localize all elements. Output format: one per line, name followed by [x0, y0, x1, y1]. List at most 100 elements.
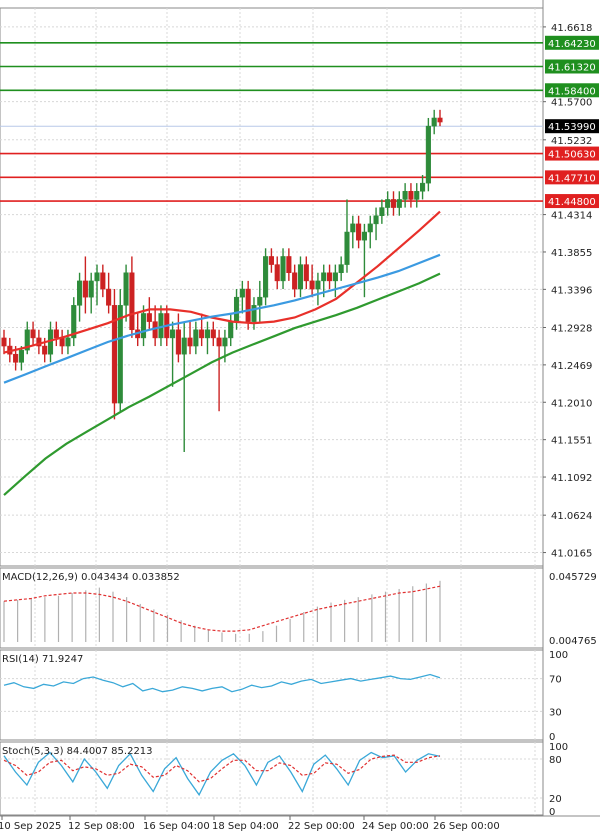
- candle-bear: [100, 272, 106, 290]
- candle-bear: [1, 337, 7, 347]
- macd-y-tick-label: 0.045729: [549, 572, 597, 583]
- resistance-level-label: 41.61320: [548, 62, 596, 73]
- candle-bear: [292, 272, 298, 290]
- y-tick-label: 41.1092: [551, 473, 592, 484]
- candle-bull: [373, 215, 379, 225]
- candle-bull: [251, 305, 257, 322]
- support-level-label: 41.47710: [548, 173, 596, 184]
- candle-bear: [111, 305, 118, 404]
- stoch-panel: 100 80 20 0 Stoch(5,3,3) 84.4007 85.2213: [0, 742, 568, 818]
- candle-bear: [42, 345, 48, 355]
- candle-bull: [222, 337, 228, 347]
- candle-bear: [36, 337, 42, 347]
- x-tick-label: 22 Sep 00:00: [288, 821, 355, 832]
- rsi-panel: 100 70 30 0 RSI(14) 71.9247: [0, 650, 568, 743]
- rsi-y-tick-label: 100: [549, 650, 568, 661]
- candle-bull: [367, 223, 373, 233]
- candle-bull: [361, 231, 367, 241]
- support-level-label: 41.50630: [548, 150, 596, 161]
- candle-bear: [106, 288, 112, 306]
- candle-bull: [233, 296, 240, 322]
- candle-bear: [437, 117, 443, 123]
- candle-bull: [181, 337, 187, 355]
- y-tick-label: 41.2469: [551, 361, 592, 372]
- support-level-label: 41.44800: [548, 197, 596, 208]
- candle-bull: [123, 272, 129, 306]
- moving-average-fast: [3, 210, 441, 354]
- candle-bear: [286, 256, 292, 273]
- x-tick-label: 10 Sep 2025: [0, 821, 61, 832]
- candle-bear: [199, 329, 205, 339]
- x-tick-label: 18 Sep 04:00: [212, 821, 279, 832]
- resistance-level-label-box: [545, 59, 599, 74]
- candle-bear: [30, 329, 36, 339]
- rsi-y-tick-label: 30: [549, 707, 562, 718]
- candle-bull: [280, 256, 286, 282]
- candle-bear: [210, 329, 216, 339]
- candle-bear: [356, 223, 362, 241]
- candle-bull: [338, 264, 344, 273]
- stoch-signal-line: [3, 754, 441, 783]
- candle-bull: [94, 272, 100, 282]
- candle-bear: [245, 288, 251, 322]
- resistance-level-label-box: [545, 83, 599, 98]
- candle-bear: [59, 337, 65, 347]
- candle-bull: [88, 280, 94, 298]
- y-tick-label: 41.5232: [551, 136, 592, 147]
- candle-bear: [146, 313, 152, 322]
- candle-bear: [175, 329, 181, 355]
- candle-bull: [396, 199, 402, 208]
- candle-bear: [13, 353, 19, 363]
- stoch-y-tick-label: 20: [549, 794, 562, 805]
- resistance-level-label-box: [545, 35, 599, 50]
- resistance-level-label: 41.64230: [548, 39, 596, 50]
- y-tick-label: 41.2928: [551, 323, 592, 334]
- macd-y-tick-label: 0.004765: [549, 636, 597, 647]
- candle-bear: [216, 337, 222, 347]
- candle-bull: [170, 329, 176, 339]
- stoch-y-tick-label: 80: [549, 755, 562, 766]
- y-tick-label: 41.3855: [551, 248, 592, 259]
- x-tick-label: 16 Sep 04:00: [143, 821, 210, 832]
- candle-bear: [129, 272, 135, 331]
- candle-bull: [117, 305, 123, 404]
- candle-bull: [425, 125, 431, 184]
- y-tick-label: 41.6618: [551, 23, 592, 34]
- support-level-label-box: [545, 146, 599, 161]
- y-tick-label: 41.1551: [551, 436, 592, 447]
- candle-bull: [297, 264, 304, 290]
- stoch-y-tick-label: 100: [549, 742, 568, 753]
- candle-bull: [431, 117, 437, 127]
- candle-bull: [321, 272, 327, 282]
- candle-bull: [350, 223, 356, 233]
- rsi-y-tick-label: 70: [549, 675, 562, 686]
- y-tick-label: 41.0624: [551, 511, 592, 522]
- x-tick-label: 12 Sep 08:00: [68, 821, 135, 832]
- candle-bull: [385, 199, 391, 208]
- candle-bear: [187, 337, 193, 347]
- stoch-main-line: [3, 751, 441, 797]
- rsi-label: RSI(14) 71.9247: [2, 654, 83, 665]
- y-tick-label: 41.3396: [551, 285, 592, 296]
- candle-bull: [71, 305, 77, 339]
- moving-average-mid: [3, 253, 441, 384]
- candle-bear: [326, 272, 333, 282]
- candle-bear: [82, 280, 88, 298]
- macd-panel: MACD(12,26,9) 0.043434 0.033852 0.045729 0…: [2, 572, 597, 647]
- x-tick-label: 24 Sep 00:00: [362, 821, 429, 832]
- resistance-level-label: 41.58400: [548, 86, 596, 97]
- candle-bear: [303, 264, 309, 282]
- candle-bear: [274, 264, 280, 282]
- support-level-label-box: [545, 194, 599, 209]
- candle-bull: [65, 337, 71, 347]
- y-tick-label: 41.5700: [551, 98, 592, 109]
- candle-bull: [332, 272, 338, 282]
- moving-average-slow: [3, 272, 441, 496]
- candle-bull: [263, 256, 269, 298]
- x-tick-label: 26 Sep 00:00: [433, 821, 500, 832]
- rsi-line: [3, 673, 441, 693]
- current-price-label: 41.53990: [548, 122, 596, 133]
